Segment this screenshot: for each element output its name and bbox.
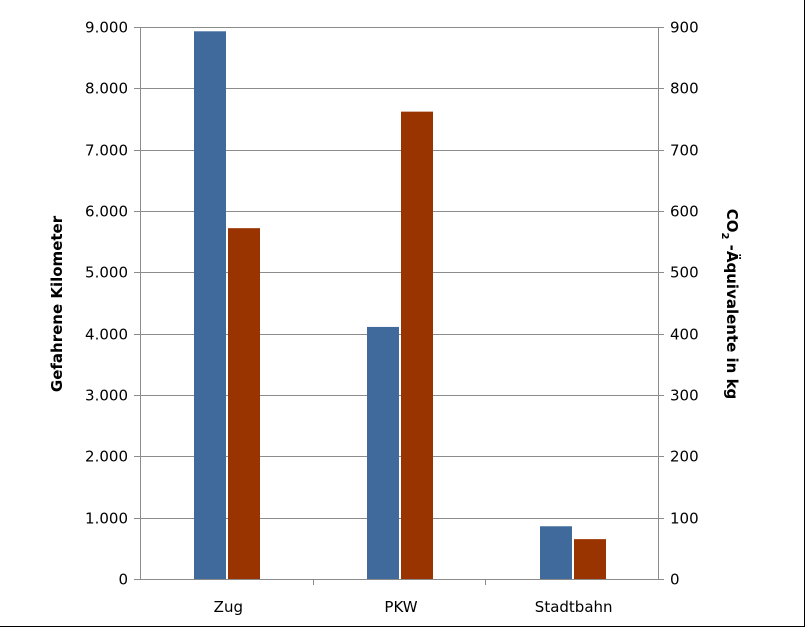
y-axis-right-title: CO2 -Äquivalente in kg [719, 209, 742, 400]
y-right-tick-label: 200 [670, 448, 699, 466]
x-category-label: Zug [214, 598, 243, 616]
y-left-tick-label: 9.000 [85, 19, 128, 37]
bar-zug-series-2 [228, 228, 260, 579]
y-right-tick-label: 600 [670, 203, 699, 221]
y-right-tick-label: 300 [670, 387, 699, 405]
y-left-tick-label: 7.000 [85, 142, 128, 160]
y-right-tick-label: 900 [670, 19, 699, 37]
y-axis-right-title-subscript: 2 [719, 232, 730, 239]
gridlines [140, 27, 658, 519]
bar-stadtbahn-series-2 [574, 539, 606, 579]
y-right-tick-label: 0 [670, 571, 680, 589]
bar-pkw-series-2 [401, 111, 433, 579]
bar-zug-series-1 [194, 31, 226, 579]
axes [134, 27, 664, 585]
tick-labels: 0 1.000 2.000 3.000 4.000 5.000 6.000 7.000 8.00… [85, 19, 699, 617]
y-left-tick-label: 2.000 [85, 448, 128, 466]
y-right-tick-label: 400 [670, 326, 699, 344]
y-left-tick-label: 5.000 [85, 264, 128, 282]
y-axis-left-title: Gefahrene Kilometer [48, 215, 66, 392]
x-category-label: PKW [384, 598, 417, 616]
bar-pkw-series-1 [367, 326, 399, 579]
y-left-tick-label: 8.000 [85, 80, 128, 98]
y-right-tick-label: 800 [670, 80, 699, 98]
y-right-tick-label: 100 [670, 510, 699, 528]
y-left-tick-label: 0 [118, 571, 128, 589]
y-left-tick-label: 4.000 [85, 326, 128, 344]
y-left-tick-label: 1.000 [85, 510, 128, 528]
y-right-tick-label: 700 [670, 142, 699, 160]
y-left-tick-label: 6.000 [85, 203, 128, 221]
y-axis-right-title-rest: -Äquivalente in kg [723, 239, 742, 399]
y-axis-right-title-main: CO [723, 209, 741, 233]
y-right-tick-label: 500 [670, 264, 699, 282]
y-left-tick-label: 3.000 [85, 387, 128, 405]
bar-stadtbahn-series-1 [540, 526, 572, 579]
bars [194, 31, 606, 579]
x-category-label: Stadtbahn [535, 598, 613, 616]
